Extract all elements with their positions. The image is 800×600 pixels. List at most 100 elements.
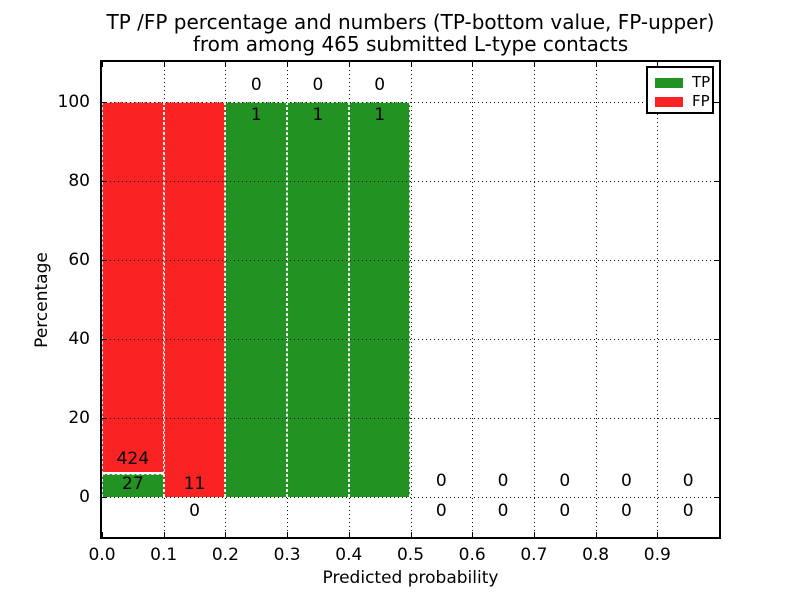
y-tick-mark [714,339,719,341]
bar-count-label: 27 [122,473,144,494]
bar-count-label: 0 [312,74,324,95]
x-tick-mark [410,62,412,67]
x-tick-label: 0.6 [458,545,486,565]
bar-count-label: 0 [621,501,632,522]
y-tick-label: 80 [68,170,90,191]
x-tick-mark [657,532,659,537]
x-tick-mark [163,62,165,67]
h-gridline [102,497,719,499]
x-tick-mark [102,62,103,67]
y-tick-label: 20 [68,408,90,429]
bar-count-label: 424 [116,449,150,470]
bar-count-label: 0 [435,501,447,522]
x-tick-label: 0.8 [582,545,610,565]
h-gridline [102,259,719,261]
x-tick-mark [102,532,103,537]
plot-area: 424 27 11 0 0 1 0 1 0 1 0 0 0 0 0 0 0 0 0 0 [100,60,721,539]
x-axis-label: Predicted probability [322,568,499,588]
y-tick-mark [714,180,719,182]
chart-title-line2: from among 465 submitted L-type contacts [192,32,629,56]
y-tick-mark [714,101,719,103]
tp-bar-segment [225,101,288,498]
y-tick-mark [714,418,719,420]
x-tick-mark [348,532,350,537]
v-gridline [657,62,659,537]
v-gridline [410,62,412,537]
y-tick-label: 0 [79,487,90,508]
bar-count-label: 1 [250,105,262,126]
x-tick-mark [348,62,350,67]
v-gridline [472,62,474,537]
x-tick-mark [533,532,535,537]
legend-row-tp: TP [655,73,712,92]
y-tick-mark [714,259,719,261]
x-tick-label: 0.3 [273,545,301,565]
x-tick-mark [595,62,597,67]
bar-count-label: 0 [497,471,509,492]
x-tick-label: 0.7 [520,545,548,565]
x-tick-mark [225,62,227,67]
y-tick-label: 60 [68,249,90,270]
x-tick-mark [472,62,474,67]
tp-color-swatch [655,77,683,88]
plot-inner: 424 27 11 0 0 1 0 1 0 1 0 0 0 0 0 0 0 0 0 0 [102,62,719,537]
y-tick-label: 100 [57,91,90,112]
bar-count-label: 0 [559,501,571,522]
chart-title-line1: TP /FP percentage and numbers (TP-bottom… [106,10,715,34]
v-gridline [533,62,535,537]
x-tick-label: 0.1 [150,545,178,565]
y-tick-mark [102,259,107,261]
fp-bar-segment [163,101,226,498]
x-tick-label: 0.5 [396,545,425,565]
legend-label-tp: TP [692,73,711,91]
legend: TP FP [646,66,714,114]
bar-count-label: 0 [374,74,386,95]
y-tick-mark [102,418,107,420]
x-tick-mark [472,532,474,537]
x-tick-label: 0.2 [211,545,239,565]
legend-row-fp: FP [655,92,712,111]
x-tick-mark [287,532,289,537]
x-tick-mark [595,532,597,537]
h-gridline [102,339,719,341]
tp-bar-segment [348,101,411,498]
bar-count-label: 11 [183,473,206,494]
x-tick-mark [657,62,659,67]
tp-bar-segment [102,473,164,498]
y-tick-mark [102,180,107,182]
x-tick-mark [410,532,412,537]
bar-count-label: 1 [374,105,386,126]
bar-count-label: 0 [559,471,571,492]
v-gridline [595,62,597,537]
tp-bar-segment [287,101,349,498]
h-gridline [102,101,719,103]
x-tick-label: 0.9 [643,545,671,565]
x-tick-label: 0.0 [88,545,116,565]
bar-count-label: 0 [497,501,509,522]
bar-count-label: 0 [682,501,694,522]
fp-bar-segment [102,101,164,474]
x-tick-mark [163,532,165,537]
y-tick-mark [102,101,107,103]
y-tick-label: 40 [68,329,90,350]
chart-title: TP /FP percentage and numbers (TP-bottom… [100,11,721,55]
bar-count-label: 0 [435,471,447,492]
bar-count-label: 0 [621,471,632,492]
x-tick-mark [287,62,289,67]
x-tick-mark [225,532,227,537]
y-tick-mark [102,497,107,499]
legend-label-fp: FP [692,92,710,110]
bar-count-label: 1 [312,105,324,126]
x-tick-label: 0.4 [335,545,363,565]
y-tick-mark [714,497,719,499]
fp-color-swatch [655,96,683,107]
h-gridline [102,418,719,420]
h-gridline [102,180,719,182]
x-tick-mark [533,62,535,67]
y-tick-mark [102,339,107,341]
bar-count-label: 0 [189,501,200,522]
y-axis-label: Percentage [32,252,52,348]
bar-count-label: 0 [250,74,262,95]
bar-count-label: 0 [682,471,694,492]
